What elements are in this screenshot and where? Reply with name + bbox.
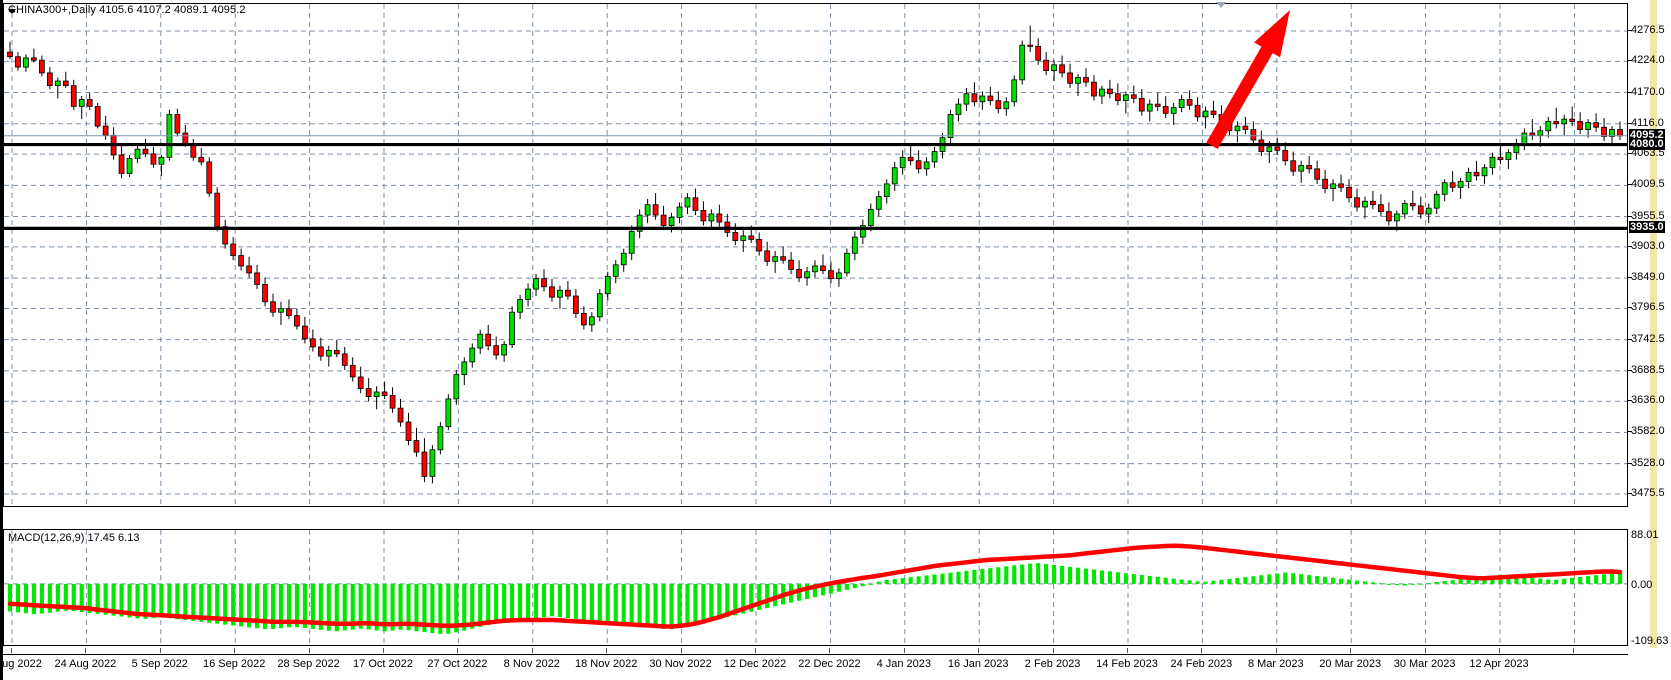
- date-tick: [606, 648, 608, 653]
- price-axis-label: 3849.0: [1631, 271, 1665, 284]
- axis-tick: [1628, 91, 1632, 93]
- date-axis-label: 12 Aug 2022: [0, 658, 42, 670]
- axis-tick: [1628, 277, 1632, 279]
- date-axis-label: 20 Mar 2023: [1319, 658, 1382, 670]
- axis-tick: [1628, 184, 1632, 186]
- window-left-border: [0, 0, 3, 680]
- chart-collapse-triangle-icon[interactable]: [8, 9, 16, 14]
- date-axis-label: 18 Nov 2022: [574, 658, 638, 670]
- price-axis-label: 4116.0: [1631, 116, 1664, 129]
- price-axis[interactable]: 4276.5 4224.0 4170.0 4116.0 4063.5 4009.5 3955…: [1628, 3, 1668, 647]
- date-axis-label: 16 Jan 2023: [947, 658, 1009, 670]
- price-axis-label: 3528.0: [1631, 456, 1665, 469]
- date-axis-label: 24 Feb 2023: [1170, 658, 1233, 670]
- axis-tick: [1628, 153, 1632, 155]
- date-axis-label: 8 Mar 2023: [1247, 658, 1304, 670]
- axis-tick: [1628, 431, 1632, 433]
- date-tick: [755, 648, 756, 653]
- date-axis-line: [3, 654, 1628, 655]
- price-axis-label: 3903.0: [1631, 239, 1665, 252]
- price-axis-label: 3582.0: [1631, 425, 1665, 438]
- axis-tick: [1628, 245, 1632, 247]
- date-axis-label: 16 Sep 2022: [202, 658, 266, 670]
- date-tick: [1350, 648, 1352, 653]
- date-axis-label: 28 Sep 2022: [277, 658, 340, 670]
- crosshair-marker-icon: [1216, 2, 1226, 8]
- date-tick: [308, 648, 310, 653]
- price-axis-label: 4276.5: [1631, 24, 1665, 36]
- axis-tick: [1628, 215, 1632, 217]
- window-right-yellow-strip: [1650, 0, 1657, 648]
- axis-tick: [1628, 60, 1632, 62]
- date-tick: [457, 648, 459, 653]
- date-tick: [234, 648, 236, 653]
- date-axis-label: 24 Aug 2022: [54, 658, 117, 670]
- axis-tick: [1628, 30, 1632, 31]
- price-axis-label: 3475.5: [1631, 487, 1665, 499]
- axis-tick: [1628, 400, 1632, 402]
- date-axis-label: 14 Feb 2023: [1096, 658, 1158, 670]
- price-axis-label: 3796.5: [1631, 301, 1665, 314]
- price-axis-label: 3742.5: [1631, 332, 1665, 345]
- price-chart-pane[interactable]: [3, 3, 1628, 507]
- price-axis-label: 4063.5: [1631, 147, 1665, 160]
- macd-axis-label: 88.01: [1631, 529, 1659, 541]
- macd-indicator-label: MACD(12,26,9) 17.45 6.13: [8, 532, 140, 544]
- date-tick: [1201, 648, 1203, 653]
- price-axis-label: 3955.5: [1631, 209, 1665, 222]
- date-axis-label: 17 Oct 2022: [353, 658, 413, 670]
- date-axis-label: 2 Feb 2023: [1024, 658, 1081, 670]
- date-axis-label: 12 Apr 2023: [1469, 658, 1529, 670]
- date-axis-label: 5 Sep 2022: [131, 658, 188, 670]
- date-tick: [903, 648, 905, 653]
- macd-chart-canvas: [4, 530, 1627, 645]
- date-axis[interactable]: 12 Aug 2022 24 Aug 2022 5 Sep 2022 16 Sep 2…: [0, 648, 1628, 678]
- date-tick: [680, 648, 682, 653]
- price-axis-label: 4224.0: [1631, 54, 1665, 67]
- axis-tick: [1628, 307, 1632, 309]
- date-tick: [11, 648, 12, 653]
- price-axis-label: 3636.0: [1631, 394, 1665, 407]
- axis-tick: [1628, 122, 1632, 124]
- chart-title: CHINA300+,Daily 4105.6 4107.2 4089.1 409…: [8, 4, 246, 16]
- date-axis-label: 27 Oct 2022: [427, 658, 488, 670]
- date-tick: [1424, 648, 1426, 653]
- macd-indicator-pane[interactable]: MACD(12,26,9) 17.45 6.13: [3, 529, 1628, 646]
- date-tick: [1499, 648, 1500, 653]
- date-tick: [85, 648, 87, 653]
- date-axis-label: 30 Mar 2023: [1393, 658, 1456, 670]
- price-axis-label: 4009.5: [1631, 178, 1665, 191]
- date-axis-label: 30 Nov 2022: [649, 658, 712, 670]
- date-axis-label: 8 Nov 2022: [503, 658, 560, 670]
- date-tick: [383, 648, 384, 653]
- axis-tick: [1628, 462, 1632, 464]
- price-level-label: 3935.0: [1629, 221, 1665, 234]
- date-axis-label: 12 Dec 2022: [723, 658, 787, 670]
- price-level-label: 4080.0: [1629, 137, 1665, 150]
- date-tick: [1052, 648, 1054, 653]
- price-chart-canvas: [4, 4, 1627, 506]
- date-tick: [978, 648, 980, 653]
- macd-axis-label: 0.00: [1631, 578, 1653, 591]
- price-axis-label: 4170.0: [1631, 85, 1665, 98]
- axis-tick: [1628, 338, 1632, 340]
- date-tick: [531, 648, 533, 653]
- axis-tick: [1628, 369, 1632, 371]
- date-axis-label: 22 Dec 2022: [798, 658, 861, 670]
- axis-tick: [1628, 493, 1632, 494]
- date-tick: [829, 648, 831, 653]
- macd-axis-label: -109.63: [1631, 635, 1669, 647]
- date-tick: [1127, 648, 1128, 653]
- price-axis-label: 3688.5: [1631, 363, 1665, 376]
- date-tick: [1275, 648, 1277, 653]
- date-tick: [159, 648, 161, 653]
- date-axis-label: 4 Jan 2023: [876, 658, 932, 670]
- date-tick: [1573, 648, 1575, 653]
